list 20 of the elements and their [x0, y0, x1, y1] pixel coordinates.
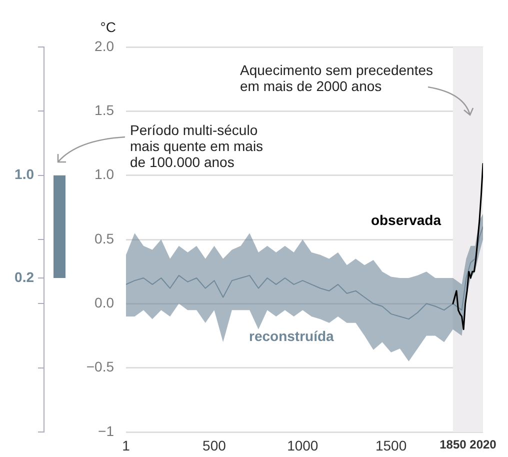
- y-tick-label: 1.5: [94, 102, 114, 118]
- x-tick-label: 1: [122, 437, 130, 454]
- y-tick-label: 0.2: [14, 268, 34, 285]
- y-tick-label: 0.0: [94, 294, 114, 311]
- y-tick-label: −0.5: [86, 358, 114, 375]
- annotation: Aquecimento sem precedentes em mais de 2000 anos: [240, 62, 433, 94]
- annotation: Período multi-século mais quente em mais de 100.000 anos: [130, 122, 264, 170]
- text: reconstruída: [249, 328, 334, 344]
- y-tick-label: 0.5: [94, 230, 114, 246]
- y-tick-label: 1.0: [94, 166, 114, 182]
- y-tick-label: 1.0: [14, 166, 34, 182]
- x-tick-label: 500: [202, 437, 226, 454]
- y-tick-label: −1: [98, 422, 114, 439]
- y-axis-title: °C: [100, 18, 116, 35]
- x-tick-label: 1850: [440, 438, 467, 452]
- x-tick-label: 1000: [287, 437, 318, 454]
- y-tick-label: 2.0: [94, 38, 114, 54]
- x-tick-label: 2020: [470, 438, 497, 452]
- x-tick-label: 1500: [375, 437, 407, 454]
- text: observada: [370, 212, 441, 228]
